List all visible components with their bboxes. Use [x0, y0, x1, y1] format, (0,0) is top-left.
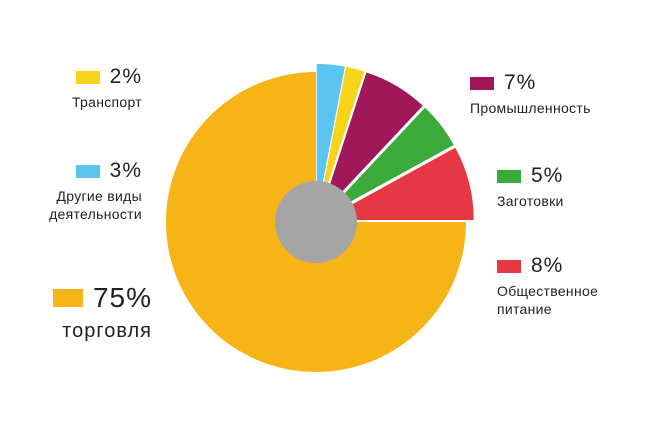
pie-slice [323, 147, 474, 221]
legend-row: 5% [497, 163, 627, 189]
legend-row: 2% [32, 64, 142, 90]
legend-entry: 2% Транспорт [32, 64, 142, 112]
legend-label: Транспорт [71, 94, 142, 111]
legend-swatch [497, 259, 521, 273]
value-label: 2% [109, 65, 142, 88]
legend-row: 75% [12, 280, 152, 315]
legend-entry: 8% Общественное питание [497, 253, 622, 318]
legend-label: Промышленность [470, 100, 591, 117]
value-label: 5% [531, 164, 564, 187]
pie-slice [320, 72, 423, 216]
value-label: 3% [109, 159, 142, 182]
pie-center [275, 181, 357, 263]
legend-swatch [52, 288, 83, 307]
legend-label: Общественное питание [497, 283, 599, 317]
legend-label: торговля [62, 320, 152, 342]
value-label: 7% [504, 71, 537, 94]
legend-entry: 5% Заготовки [497, 163, 627, 211]
legend-entry: 7% Промышленность [470, 70, 630, 118]
legend-swatch [75, 164, 100, 178]
legend-entry: 3% Другие виды деятельности [22, 158, 142, 223]
pie-slice [316, 64, 345, 215]
legend-entry: 75% торговля [12, 280, 152, 344]
value-label: 8% [531, 254, 564, 277]
legend-swatch [75, 70, 100, 84]
pie-slice [317, 66, 365, 215]
value-label: 75% [92, 282, 152, 313]
pie-slice [322, 107, 454, 218]
legend-swatch [497, 169, 521, 183]
legend-swatch [470, 76, 494, 90]
legend-row: 3% [22, 158, 142, 184]
legend-label: Заготовки [497, 193, 564, 210]
legend-row: 8% [497, 253, 622, 279]
legend-row: 7% [470, 70, 630, 96]
legend-label: Другие виды деятельности [49, 188, 142, 222]
